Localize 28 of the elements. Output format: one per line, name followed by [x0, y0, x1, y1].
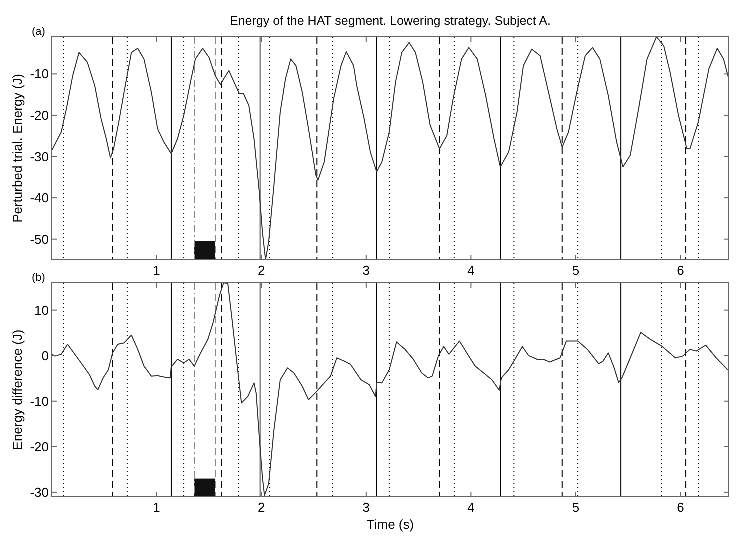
x-tick-label: 3	[362, 500, 370, 515]
x-tick-label: 5	[572, 263, 580, 278]
x-tick-label: 4	[468, 263, 475, 278]
x-tick-label: 1	[153, 263, 160, 278]
y-tick-label: 10	[34, 302, 49, 318]
y-tick-label: -30	[30, 484, 49, 500]
y-tick-label: -50	[30, 232, 49, 247]
x-tick-label: 6	[677, 263, 684, 278]
y-axis-title: Energy difference (J)	[10, 330, 25, 450]
y-tick-label: -40	[30, 190, 49, 206]
x-tick-label: 5	[572, 500, 580, 515]
y-axis-title: Perturbed trial. Energy (J)	[10, 74, 25, 223]
x-tick-label: 3	[362, 263, 370, 278]
y-tick-label: -10	[30, 394, 49, 409]
x-tick-label: 2	[258, 500, 266, 515]
x-tick-label: 4	[468, 500, 475, 515]
y-tick-label: -20	[30, 108, 49, 124]
text: (b)	[32, 272, 46, 284]
x-tick-label: 2	[258, 263, 266, 278]
text: (a)	[32, 26, 46, 38]
y-tick-label: -30	[30, 149, 49, 164]
y-tick-label: -20	[30, 439, 49, 454]
x-axis-title: Time (s)	[366, 517, 414, 532]
x-tick-label: 6	[677, 500, 684, 515]
y-tick-label: 0	[42, 348, 49, 364]
chart-title: Energy of the HAT segment. Lowering strategy. Subject A.	[230, 14, 552, 28]
y-tick-label: -10	[30, 66, 49, 82]
x-tick-label: 1	[153, 500, 160, 515]
